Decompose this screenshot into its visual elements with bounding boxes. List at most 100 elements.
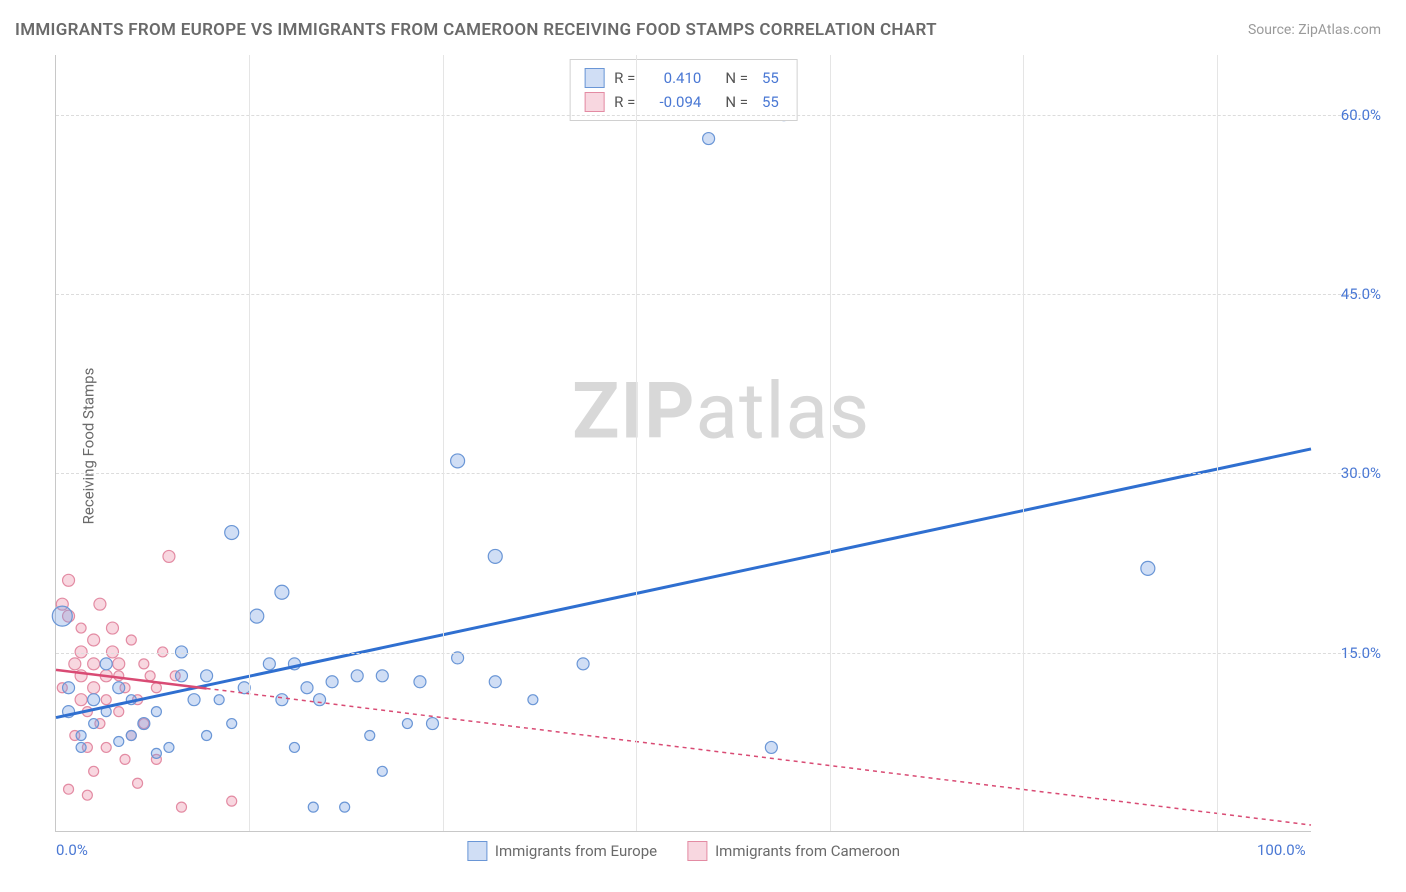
scatter-point bbox=[488, 549, 502, 563]
y-tick-label: 45.0% bbox=[1341, 285, 1381, 303]
scatter-point bbox=[69, 658, 81, 670]
trend-line-dashed bbox=[207, 688, 1311, 825]
legend-r-value: 0.410 bbox=[649, 66, 701, 90]
scatter-point bbox=[276, 694, 288, 706]
chart-container: IMMIGRANTS FROM EUROPE VS IMMIGRANTS FRO… bbox=[0, 0, 1406, 892]
scatter-point bbox=[163, 550, 175, 562]
bottom-legend-item: Immigrants from Cameroon bbox=[687, 841, 900, 861]
scatter-point bbox=[114, 707, 124, 717]
scatter-point bbox=[427, 718, 439, 730]
scatter-point bbox=[114, 736, 124, 746]
scatter-point bbox=[528, 695, 538, 705]
scatter-point bbox=[414, 676, 426, 688]
scatter-point bbox=[63, 682, 75, 694]
grid-line-h bbox=[56, 473, 1371, 474]
scatter-point bbox=[452, 652, 464, 664]
scatter-point bbox=[275, 585, 289, 599]
scatter-point bbox=[88, 682, 100, 694]
y-tick-label: 60.0% bbox=[1341, 106, 1381, 124]
legend-n-value: 55 bbox=[762, 90, 779, 114]
scatter-point bbox=[88, 634, 100, 646]
scatter-point bbox=[301, 682, 313, 694]
scatter-point bbox=[402, 719, 412, 729]
scatter-point bbox=[202, 730, 212, 740]
scatter-point bbox=[314, 694, 326, 706]
legend-n-label: N = bbox=[725, 66, 748, 90]
scatter-point bbox=[101, 695, 111, 705]
correlation-legend: R = 0.410 N = 55 R = -0.094 N = 55 bbox=[569, 59, 798, 121]
legend-swatch bbox=[467, 841, 487, 861]
grid-line-v bbox=[1023, 55, 1024, 831]
legend-row: R = -0.094 N = 55 bbox=[584, 90, 783, 114]
legend-row: R = 0.410 N = 55 bbox=[584, 66, 783, 90]
scatter-point bbox=[82, 790, 92, 800]
scatter-point bbox=[106, 622, 118, 634]
scatter-point bbox=[227, 796, 237, 806]
scatter-point bbox=[120, 754, 130, 764]
scatter-point bbox=[164, 742, 174, 752]
scatter-point bbox=[340, 802, 350, 812]
scatter-point bbox=[577, 658, 589, 670]
scatter-point bbox=[139, 659, 149, 669]
x-tick-label: 0.0% bbox=[56, 841, 88, 859]
y-tick-label: 15.0% bbox=[1341, 644, 1381, 662]
scatter-point bbox=[250, 609, 264, 623]
legend-label: Immigrants from Cameroon bbox=[715, 842, 900, 860]
scatter-point bbox=[145, 671, 155, 681]
legend-r-value: -0.094 bbox=[649, 90, 701, 114]
scatter-point bbox=[64, 784, 74, 794]
scatter-point bbox=[351, 670, 363, 682]
scatter-point bbox=[63, 574, 75, 586]
scatter-point bbox=[114, 671, 124, 681]
scatter-point bbox=[89, 766, 99, 776]
scatter-point bbox=[201, 670, 213, 682]
scatter-point bbox=[151, 683, 161, 693]
scatter-point bbox=[100, 658, 112, 670]
scatter-point bbox=[113, 682, 125, 694]
scatter-point bbox=[225, 526, 239, 540]
scatter-point bbox=[188, 694, 200, 706]
legend-swatch bbox=[584, 92, 604, 112]
scatter-point bbox=[94, 598, 106, 610]
source-citation: Source: ZipAtlas.com bbox=[1248, 22, 1381, 38]
legend-swatch bbox=[687, 841, 707, 861]
legend-label: Immigrants from Europe bbox=[495, 842, 657, 860]
scatter-point bbox=[1141, 561, 1155, 575]
plot-svg bbox=[56, 55, 1311, 831]
scatter-point bbox=[176, 670, 188, 682]
scatter-point bbox=[451, 454, 465, 468]
grid-line-h bbox=[56, 653, 1371, 654]
scatter-point bbox=[377, 766, 387, 776]
legend-n-value: 55 bbox=[762, 66, 779, 90]
scatter-point bbox=[308, 802, 318, 812]
scatter-point bbox=[101, 742, 111, 752]
scatter-point bbox=[88, 658, 100, 670]
scatter-point bbox=[126, 635, 136, 645]
legend-r-label: R = bbox=[614, 66, 635, 90]
scatter-point bbox=[365, 730, 375, 740]
grid-line-v bbox=[830, 55, 831, 831]
legend-r-label: R = bbox=[614, 90, 635, 114]
scatter-point bbox=[289, 742, 299, 752]
scatter-point bbox=[214, 695, 224, 705]
scatter-point bbox=[489, 676, 501, 688]
scatter-point bbox=[76, 623, 86, 633]
grid-line-h bbox=[56, 294, 1371, 295]
plot-area: ZIPatlas R = 0.410 N = 55 R = -0.094 N =… bbox=[55, 55, 1311, 832]
y-tick-label: 30.0% bbox=[1341, 464, 1381, 482]
scatter-point bbox=[703, 133, 715, 145]
scatter-point bbox=[133, 778, 143, 788]
scatter-point bbox=[263, 658, 275, 670]
chart-title: IMMIGRANTS FROM EUROPE VS IMMIGRANTS FRO… bbox=[15, 20, 937, 40]
scatter-point bbox=[326, 676, 338, 688]
scatter-point bbox=[75, 694, 87, 706]
scatter-point bbox=[138, 718, 150, 730]
scatter-point bbox=[227, 719, 237, 729]
series-legend: Immigrants from Europe Immigrants from C… bbox=[467, 841, 900, 861]
x-tick-label: 100.0% bbox=[1257, 841, 1306, 859]
grid-line-h bbox=[56, 115, 1371, 116]
grid-line-v bbox=[249, 55, 250, 831]
scatter-point bbox=[76, 730, 86, 740]
scatter-point bbox=[76, 742, 86, 752]
scatter-point bbox=[52, 606, 72, 626]
